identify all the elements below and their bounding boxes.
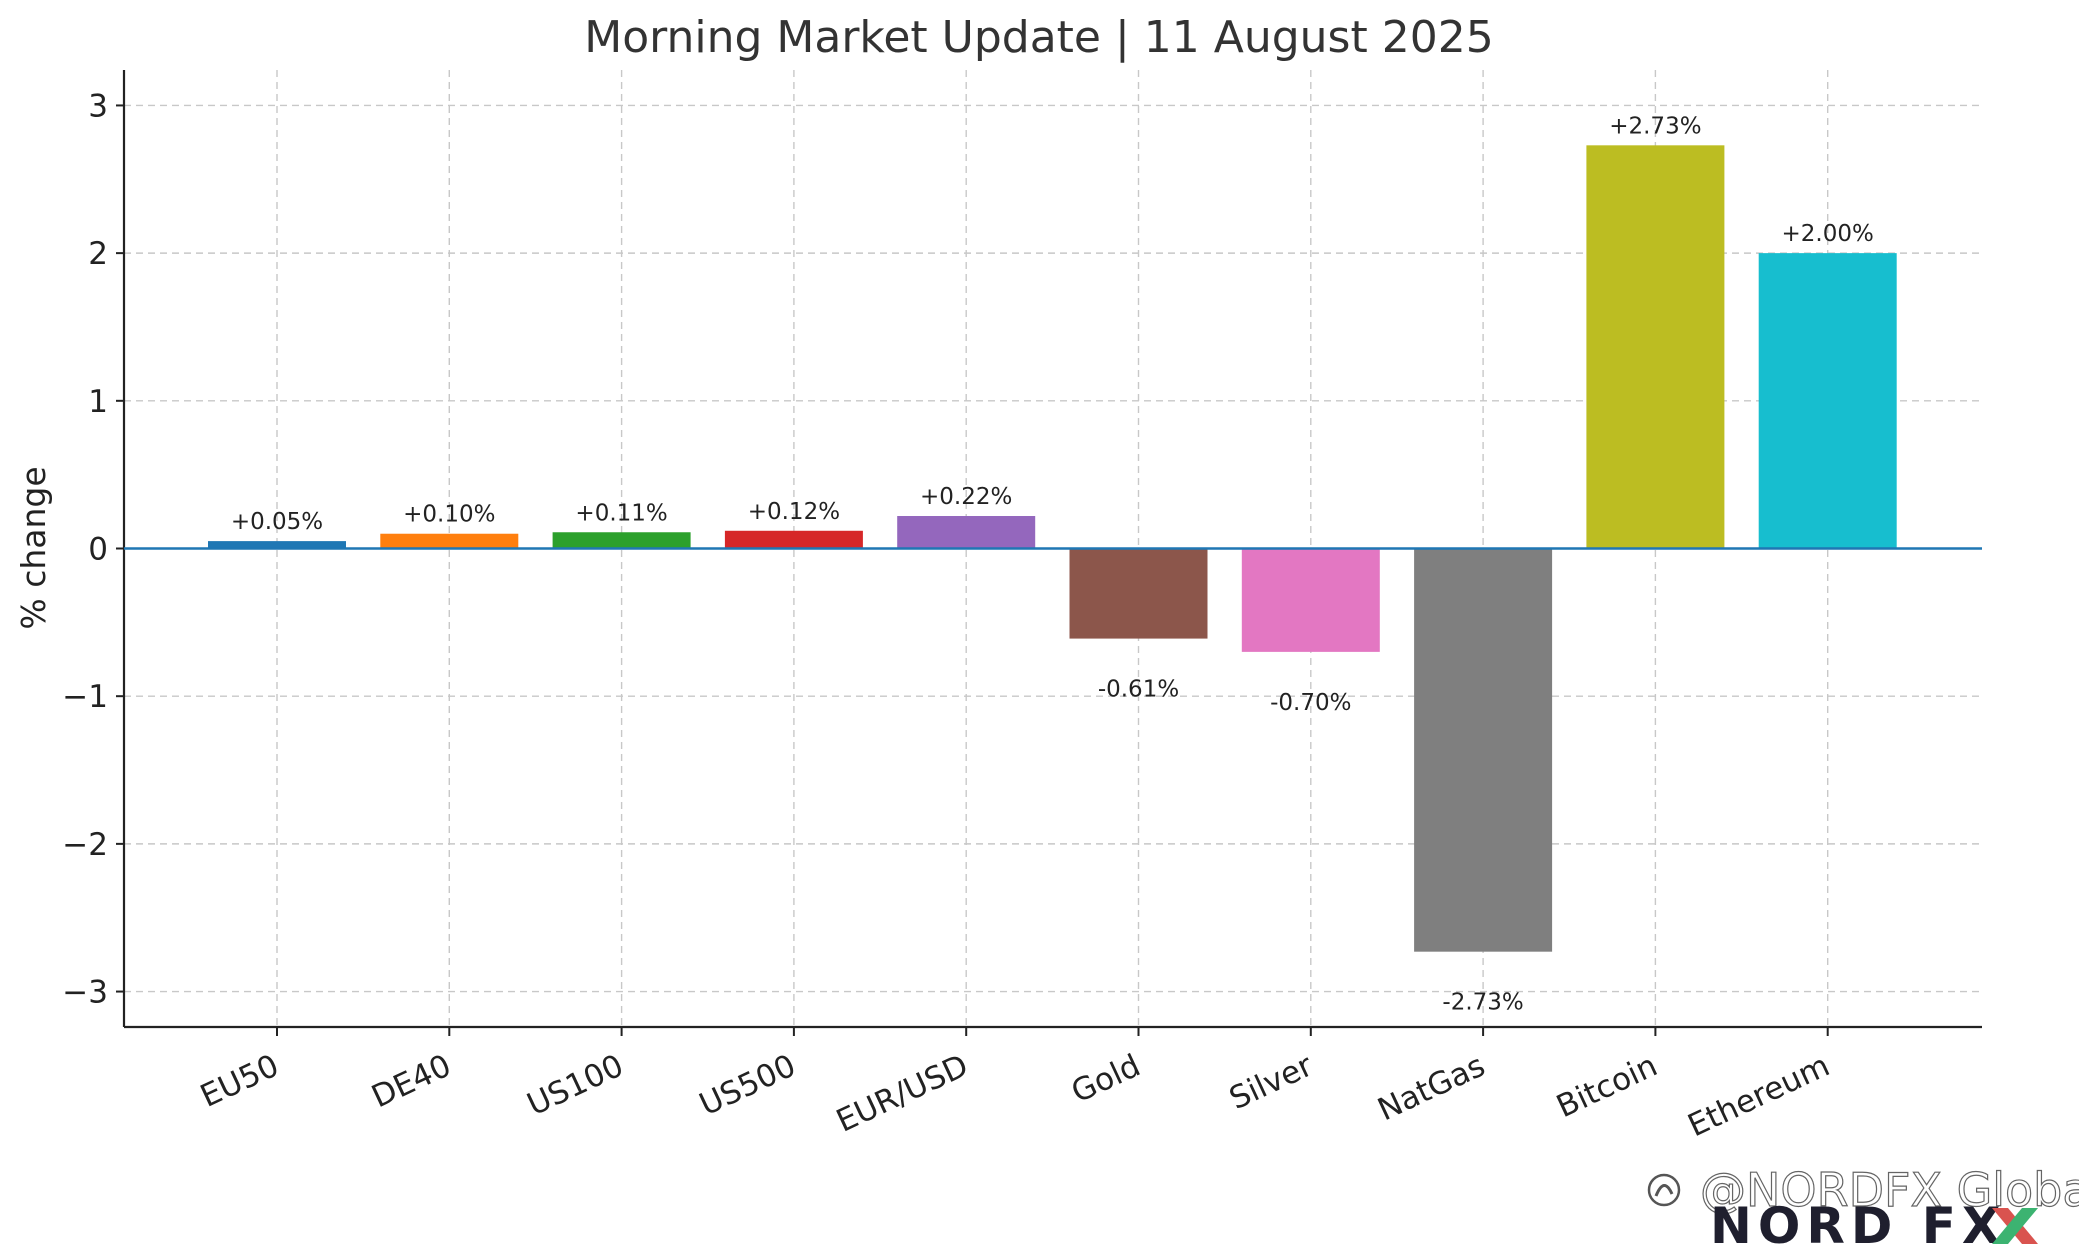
x-tick-label: US100 [522, 1048, 629, 1124]
watermark: @NORDFX Global NORD FX [1647, 1162, 2079, 1253]
bar [1414, 548, 1553, 952]
x-tick-label: Gold [1066, 1048, 1146, 1111]
bar [552, 532, 691, 549]
data-label: +0.10% [403, 502, 495, 528]
x-tick-label: Ethereum [1683, 1048, 1835, 1145]
bars [208, 145, 1897, 952]
data-label: +2.73% [1609, 113, 1701, 139]
y-tick-label: −1 [62, 679, 108, 715]
x-tick-label: DE40 [366, 1048, 456, 1116]
y-tick-label: −3 [62, 975, 108, 1011]
nordfx-logo-text: NORD FX [1710, 1197, 2006, 1253]
bar [897, 516, 1036, 549]
social-app-icon [1647, 1173, 1681, 1207]
data-label: +0.22% [920, 484, 1012, 510]
y-tick-label: 0 [88, 532, 108, 568]
data-label: +0.05% [231, 509, 323, 535]
bar [1586, 145, 1725, 549]
x-tick-label: Bitcoin [1551, 1048, 1663, 1126]
data-label: +2.00% [1782, 221, 1874, 247]
data-labels: +0.05% +0.10% +0.11% +0.12% +0.22% -0.61% -0.7… [231, 113, 1874, 1015]
x-tick-label: NatGas [1372, 1048, 1490, 1129]
bar [208, 541, 346, 549]
x-tick-label: EUR/USD [831, 1048, 974, 1140]
bar [380, 533, 519, 549]
y-tick-label: 2 [88, 236, 108, 272]
y-axis-label: % change [14, 466, 53, 629]
x-tick-label: US500 [694, 1048, 801, 1124]
bar [724, 530, 863, 549]
data-label: +0.12% [748, 499, 840, 525]
y-tick-label: 1 [88, 384, 108, 420]
x-tick-label: Silver [1224, 1048, 1318, 1118]
data-label: -0.61% [1098, 677, 1179, 703]
chart-title: Morning Market Update | 11 August 2025 [584, 12, 1493, 63]
bar [1069, 548, 1208, 639]
y-tick-label: 3 [88, 88, 108, 124]
y-tick-label: −2 [62, 827, 108, 863]
nordfx-x-logo-icon [1992, 1208, 2038, 1244]
watermark-handle: @NORDFX Global [1700, 1163, 2079, 1217]
nordfx-logo: NORD FX [1710, 1197, 2038, 1253]
data-label: -0.70% [1270, 690, 1351, 716]
tick-labels: −3 −2 −1 0 1 2 3 EU50 DE40 US100 US500 EUR/USD Gold S… [62, 88, 1835, 1144]
data-label: +0.11% [575, 500, 667, 526]
data-label: -2.73% [1442, 990, 1523, 1016]
bar [1758, 253, 1897, 549]
bar [1241, 548, 1380, 652]
x-tick-label: EU50 [195, 1048, 284, 1115]
